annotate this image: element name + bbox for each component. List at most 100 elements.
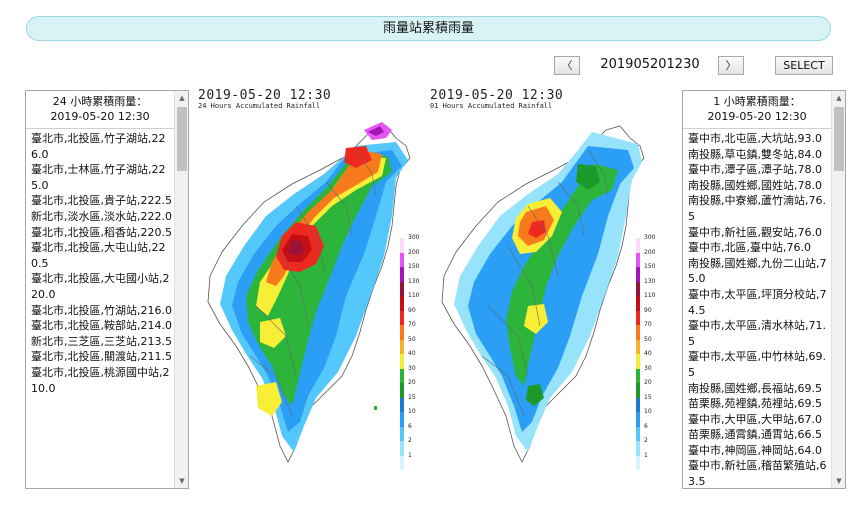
legend-swatch (636, 455, 640, 470)
list-header-date: 2019-05-20 12:30 (707, 110, 807, 123)
legend-label: 300 (644, 234, 656, 241)
legend-row: 10 (400, 408, 422, 427)
scroll-up-arrow-icon[interactable]: ▲ (836, 94, 842, 102)
legend-swatch (400, 354, 404, 369)
scroll-up-arrow-icon[interactable]: ▲ (179, 94, 185, 102)
list-item: 臺北市,北投區,大屯山站,220.5 (31, 241, 166, 270)
legend-label: 150 (644, 263, 656, 270)
list-header: 24 小時累積雨量： 2019-05-20 12:30 (26, 91, 174, 129)
rainfall-legend: 300 200 150 130 110 90 70 50 40 30 20 15 10 6 2 1 (636, 234, 658, 470)
legend-row: 2 (400, 437, 422, 456)
legend-label: 130 (644, 277, 656, 285)
legend-row: 50 (400, 336, 422, 354)
scroll-thumb[interactable] (834, 107, 844, 171)
rainfall-map-24h: 2019-05-20 12:30 24 Hours Accumulated Ra… (196, 86, 428, 470)
legend-swatch (636, 281, 640, 296)
legend-swatch (636, 368, 640, 383)
legend-swatch (636, 383, 640, 398)
legend-label: 90 (408, 306, 416, 314)
rainfall-24h-list[interactable]: 24 小時累積雨量： 2019-05-20 12:30 臺北市,北投區,竹子湖站… (25, 90, 189, 489)
legend-row: 90 (636, 307, 658, 325)
list-item: 臺中市,太平區,清水林站,71.5 (688, 319, 826, 348)
list-item: 臺中市,太平區,中竹林站,69.5 (688, 350, 826, 379)
legend-row: 40 (636, 350, 658, 369)
current-date-label: 201905201230 (600, 57, 700, 72)
list-item: 苗栗縣,通霄鎮,通霄站,66.5 (688, 428, 822, 442)
legend-swatch (400, 412, 404, 427)
legend-label: 110 (644, 292, 656, 299)
legend-row: 20 (400, 379, 422, 398)
scroll-down-arrow-icon[interactable]: ▼ (179, 477, 185, 485)
legend-label: 15 (408, 393, 416, 401)
rainfall-legend: 300 200 150 130 110 90 70 50 40 30 20 15 10 6 2 1 (400, 234, 422, 470)
legend-swatch (400, 339, 404, 354)
list-item: 臺北市,北投區,關渡站,211.5 (31, 350, 172, 364)
legend-label: 1 (408, 451, 412, 459)
legend-label: 6 (408, 422, 412, 430)
scrollbar[interactable]: ▲ ▼ (174, 91, 188, 488)
legend-swatch (636, 296, 640, 311)
legend-row: 6 (636, 423, 658, 441)
list-item: 臺中市,北區,臺中站,76.0 (688, 241, 811, 255)
legend-label: 6 (644, 422, 648, 430)
list-header: 1 小時累積雨量： 2019-05-20 12:30 (683, 91, 831, 129)
rainfall-1h-list[interactable]: 1 小時累積雨量： 2019-05-20 12:30 臺中市,北屯區,大坑站,9… (682, 90, 846, 489)
legend-swatch (636, 397, 640, 412)
legend-row: 15 (636, 394, 658, 412)
list-item: 臺中市,新社區,觀安站,76.0 (688, 225, 822, 239)
scroll-down-arrow-icon[interactable]: ▼ (836, 477, 842, 485)
legend-swatch (400, 397, 404, 412)
legend-row: 130 (400, 278, 422, 296)
page-title: 雨量站累積雨量 (26, 16, 831, 41)
legend-label: 30 (644, 364, 652, 372)
list-item: 南投縣,國姓鄉,國姓站,78.0 (688, 178, 822, 192)
legend-swatch (400, 281, 404, 296)
list-item: 南投縣,國姓鄉,長福站,69.5 (688, 381, 822, 395)
legend-swatch (636, 325, 640, 340)
legend-row: 70 (400, 321, 422, 340)
legend-row: 50 (636, 336, 658, 354)
legend-row: 30 (636, 365, 658, 383)
legend-label: 90 (644, 306, 652, 314)
taiwan-map-24h-image (207, 122, 411, 463)
legend-row: 110 (400, 292, 422, 311)
legend-label: 200 (644, 248, 656, 256)
list-item: 南投縣,草屯鎮,雙冬站,84.0 (688, 147, 822, 161)
select-button[interactable]: SELECT (775, 56, 833, 75)
legend-row: 2 (636, 437, 658, 456)
scroll-thumb[interactable] (177, 107, 187, 171)
previous-time-button[interactable]: 〈 (554, 56, 580, 75)
legend-swatch (636, 310, 640, 325)
legend-row: 70 (636, 321, 658, 340)
legend-row: 110 (636, 292, 658, 311)
legend-label: 30 (408, 364, 416, 372)
legend-swatch (400, 296, 404, 311)
scrollbar[interactable]: ▲ ▼ (831, 91, 845, 488)
next-time-button[interactable]: 〉 (718, 56, 744, 75)
legend-row: 300 (400, 234, 422, 253)
legend-label: 10 (644, 408, 652, 415)
legend-row: 20 (636, 379, 658, 398)
map-title: 2019-05-20 12:30 (430, 88, 564, 103)
legend-label: 2 (644, 437, 648, 444)
legend-row: 1 (400, 452, 422, 470)
legend-label: 20 (408, 379, 416, 386)
legend-row: 15 (400, 394, 422, 412)
legend-swatch (400, 383, 404, 398)
legend-label: 200 (408, 248, 420, 256)
legend-label: 130 (408, 277, 420, 285)
legend-row: 6 (400, 423, 422, 441)
legend-swatch (636, 441, 640, 456)
legend-swatch (400, 252, 404, 267)
list-header-date: 2019-05-20 12:30 (50, 110, 150, 123)
legend-row: 40 (400, 350, 422, 369)
legend-row: 300 (636, 234, 658, 253)
list-header-title: 1 小時累積雨量： (713, 95, 801, 108)
legend-swatch (400, 310, 404, 325)
list-item: 臺中市,神岡區,神岡站,64.0 (688, 443, 822, 457)
legend-row: 130 (636, 278, 658, 296)
legend-swatch (636, 412, 640, 427)
list-body: 臺北市,北投區,竹子湖站,226.0 臺北市,士林區,竹子湖站,225.0 臺北市,… (31, 131, 174, 396)
legend-swatch (636, 426, 640, 441)
legend-label: 2 (408, 437, 412, 444)
